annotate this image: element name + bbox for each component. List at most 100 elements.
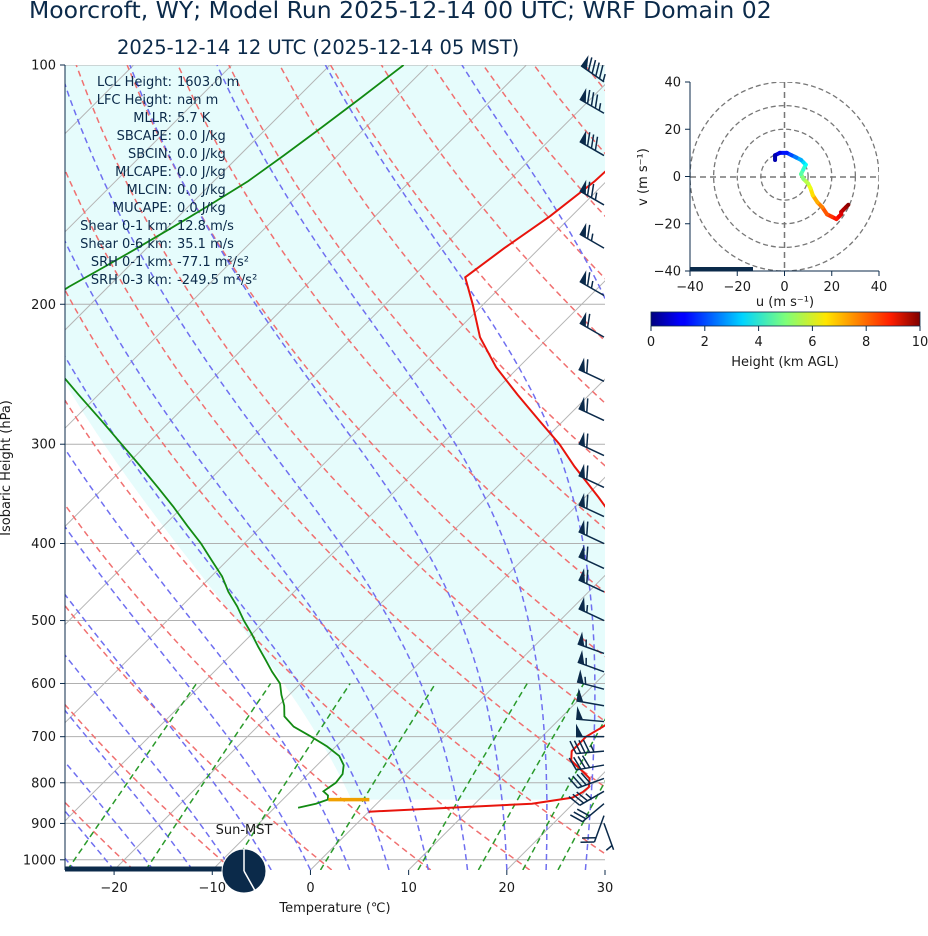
wind-barb <box>580 815 605 843</box>
stat-label: SRH 0-1 km: <box>91 255 172 270</box>
stat-value: 12.8 m/s <box>177 219 234 234</box>
wind-barb <box>576 706 605 723</box>
wind-barb <box>578 492 605 518</box>
x-tick-label: 0 <box>306 881 314 896</box>
barb-staff <box>578 368 605 382</box>
stat-value: 0.0 J/kg <box>177 129 226 144</box>
barb-full <box>586 89 591 104</box>
isotherm-line <box>604 869 605 870</box>
barb-full <box>586 224 591 239</box>
y-axis-ticks: 1000 900 800 700 600 500 400 300 200 100 <box>23 59 65 868</box>
hodograph-x-tick-label: 40 <box>871 280 888 295</box>
barb-half <box>602 73 606 82</box>
wind-barb <box>579 130 605 157</box>
isotherm-line <box>310 574 605 870</box>
wind-barb <box>579 311 605 338</box>
barb-flag <box>578 568 585 583</box>
mixing-ratio-line <box>613 684 710 871</box>
barb-full <box>598 64 604 79</box>
barb-full <box>586 433 589 448</box>
barb-staff <box>580 65 605 83</box>
barb-half <box>585 793 592 800</box>
barb-half <box>584 676 587 685</box>
isotherm-line <box>113 378 605 870</box>
barb-flag <box>578 519 585 535</box>
dry-adiabat-line <box>737 65 928 870</box>
dewpoint-line <box>65 65 405 809</box>
barb-staff <box>578 407 605 422</box>
chart-subtitle: 2025-12-14 12 UTC (2025-12-14 05 MST) <box>117 36 520 59</box>
moist-adiabat-line <box>65 81 469 870</box>
dry-adiabat-line <box>890 65 928 870</box>
dry-adiabat-line <box>278 65 605 467</box>
y-tick-label: 300 <box>31 438 56 453</box>
hodograph-y-tick-label: 40 <box>664 76 681 91</box>
x-tick-label: 20 <box>499 881 516 896</box>
stat-label: MLCAPE: <box>115 165 172 180</box>
mixing-ratio-lines <box>66 683 710 871</box>
colorbar-tick-label: 10 <box>912 335 928 350</box>
stat-value: nan m <box>177 93 218 108</box>
isotherm-line <box>65 65 331 331</box>
barb-full <box>586 465 589 480</box>
colorbar-tick-label: 0 <box>647 335 655 350</box>
mixing-ratio-line <box>522 718 605 870</box>
hodograph-x-tick-label: 20 <box>823 280 840 295</box>
isotherm-line <box>65 182 605 724</box>
barb-flag <box>578 396 585 412</box>
y-tick-label: 800 <box>31 776 56 791</box>
barb-staff <box>578 474 605 489</box>
barb-full <box>576 808 590 817</box>
barb-flag <box>576 669 584 684</box>
wind-barbs <box>567 55 615 851</box>
barb-full <box>578 739 586 754</box>
barb-staff <box>578 531 605 545</box>
barb-staff <box>576 750 605 755</box>
barb-half <box>598 103 602 111</box>
wind-barb <box>576 688 605 707</box>
colorbar-tick-label: 2 <box>701 335 709 350</box>
barb-full <box>573 811 587 820</box>
moist-adiabat-line <box>65 709 194 870</box>
dry-adiabat-line <box>65 801 135 870</box>
barb-full <box>573 756 582 770</box>
x-tick-label: 30 <box>597 881 614 896</box>
hodograph-x-tick-label: −40 <box>676 280 703 295</box>
hodograph-ticks: −40 −20 0 20 40 −40 −20 0 20 40 <box>654 76 888 296</box>
moist-adiabat-line <box>65 653 233 870</box>
y-tick-label: 700 <box>31 730 56 745</box>
barb-full <box>568 757 578 771</box>
isotherm-line <box>65 65 429 429</box>
sun-label: Sun-MST <box>216 823 273 838</box>
wind-barb <box>568 755 605 771</box>
barb-flag <box>576 688 584 703</box>
hodograph-trace <box>773 150 851 222</box>
moist-adiabat-line <box>65 447 351 870</box>
barb-full <box>586 546 589 561</box>
chart-title: Moorcroft, WY; Model Run 2025-12-14 00 U… <box>29 0 772 24</box>
barb-full <box>572 793 585 804</box>
mixing-ratio-line <box>477 683 585 870</box>
barb-full <box>582 739 591 753</box>
barb-flag <box>578 431 585 447</box>
barb-flag <box>576 706 584 720</box>
moist-adiabat-line <box>324 65 596 870</box>
barb-full <box>590 134 595 149</box>
mixing-ratio-line <box>66 683 198 870</box>
barb-full <box>595 62 600 77</box>
dry-adiabat-line <box>329 65 605 405</box>
y-tick-label: 400 <box>31 537 56 552</box>
hodograph-y-tick-label: 0 <box>673 170 681 185</box>
barb-flag <box>579 130 587 146</box>
barb-staff <box>603 823 615 850</box>
dry-adiabat-line <box>636 65 928 870</box>
wind-barb <box>578 396 605 422</box>
y-tick-label: 1000 <box>23 853 56 868</box>
parcel-shading <box>65 65 605 800</box>
barb-full <box>590 183 595 198</box>
barb-flag <box>577 649 585 665</box>
x-tick-label: 10 <box>400 881 417 896</box>
barb-full <box>586 494 589 509</box>
hodograph: −40 −20 0 20 40 −40 −20 0 20 40 u (m s⁻¹) v (m s⁻… <box>636 76 887 311</box>
isotherm-line <box>703 65 928 870</box>
